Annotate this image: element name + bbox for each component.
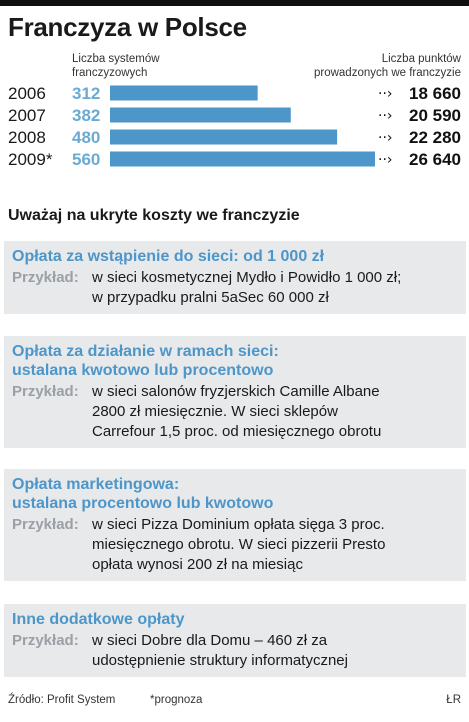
source-note: Źródło: Profit System <box>8 694 116 706</box>
cost-card: Inne dodatkowe opłaty Przykład: w sieci Do… <box>4 604 466 677</box>
units-value-label: 22 280 <box>409 128 461 147</box>
example-text: w sieci kosmetycznej Mydło i Powidło 1 0… <box>92 268 458 308</box>
chart-bar <box>110 151 375 167</box>
author-initials: ŁR <box>446 694 461 706</box>
cost-card: Opłata marketingowa: ustalana procentowo … <box>4 469 466 581</box>
example-text-line: Carrefour 1,5 proc. od miesięcznego obro… <box>92 423 382 440</box>
arrow-icon: ··› <box>378 108 393 124</box>
systems-value-label: 560 <box>72 150 100 169</box>
section-subtitle: Uważaj na ukryte koszty we franczyzie <box>8 207 300 224</box>
year-label: 2008 <box>8 128 46 147</box>
right-header-line: Liczba punktów <box>381 53 461 65</box>
card-title-line: Opłata za działanie w ramach sieci: <box>12 343 279 360</box>
example-text-line: w sieci kosmetycznej Mydło i Powidło 1 0… <box>92 269 402 286</box>
systems-value-label: 312 <box>72 84 100 103</box>
forecast-note: *prognoza <box>150 694 203 706</box>
example-text-line: miesięcznego obrotu. W sieci pizzerii Pr… <box>92 536 386 553</box>
arrow-icon: ··› <box>378 86 393 102</box>
example-text: w sieci Dobre dla Domu – 460 zł za udostę… <box>92 631 458 671</box>
example-text-line: opłata wynosi 200 zł na miesiąc <box>92 556 303 573</box>
card-title-line: Opłata za wstąpienie do sieci: od 1 000 … <box>12 248 325 265</box>
left-header-line: franczyzowych <box>72 67 148 79</box>
cost-card: Opłata za wstąpienie do sieci: od 1 000 … <box>4 241 466 314</box>
arrow-icon: ··› <box>378 130 393 146</box>
example-text-line: udostępnienie struktury informatycznej <box>92 652 348 669</box>
year-label: 2006 <box>8 84 46 103</box>
units-value-label: 20 590 <box>409 106 461 125</box>
example-text: w sieci salonów fryzjerskich Camille Alb… <box>92 382 458 442</box>
card-title-line: ustalana kwotowo lub procentowo <box>12 362 274 379</box>
card-example-row: Przykład: w sieci Dobre dla Domu – 460 zł… <box>12 631 458 671</box>
franchise-bar-chart: 2006 312 ··› 18 660 2007 382 ··› 20 590 2008 480 ·… <box>8 84 461 169</box>
arrow-icon: ··› <box>378 152 393 168</box>
card-example-row: Przykład: w sieci salonów fryzjerskich Ca… <box>12 382 458 442</box>
card-title-line: Opłata marketingowa: <box>12 476 180 493</box>
systems-value-label: 382 <box>72 106 100 125</box>
example-text-line: 2800 zł miesięcznie. W sieci sklepów <box>92 403 338 420</box>
example-label: Przykład: <box>12 632 79 649</box>
card-example-row: Przykład: w sieci kosmetycznej Mydło i Po… <box>12 268 458 308</box>
card-title-line: ustalana procentowo lub kwotowo <box>12 495 274 512</box>
example-text-line: w sieci salonów fryzjerskich Camille Alb… <box>92 383 380 400</box>
cost-card: Opłata za działanie w ramach sieci: ustal… <box>4 336 466 448</box>
chart-bar <box>110 107 291 123</box>
year-label: 2009* <box>8 150 53 169</box>
top-rule <box>0 0 469 6</box>
chart-bar <box>110 85 258 101</box>
card-example-row: Przykład: w sieci Pizza Dominium opłata s… <box>12 515 458 575</box>
systems-value-label: 480 <box>72 128 100 147</box>
example-text-line: w sieci Dobre dla Domu – 460 zł za <box>92 632 328 649</box>
left-column-header: Liczba systemów franczyzowych <box>72 52 160 80</box>
chart-bar <box>110 129 338 145</box>
units-value-label: 18 660 <box>409 84 461 103</box>
example-label: Przykład: <box>12 516 79 533</box>
right-header-line: prowadzonych we franczyzie <box>313 67 461 79</box>
example-text: w sieci Pizza Dominium opłata sięga 3 pr… <box>92 515 458 575</box>
right-column-header: Liczba punktów prowadzonych we franczyzi… <box>314 52 461 80</box>
year-label: 2007 <box>8 106 46 125</box>
units-value-label: 26 640 <box>409 150 461 169</box>
example-text-line: w przypadku pralni 5aSec 60 000 zł <box>92 289 329 306</box>
example-label: Przykład: <box>12 269 79 286</box>
left-header-line: Liczba systemów <box>72 53 160 65</box>
page-title: Franczyza w Polsce <box>8 12 247 42</box>
example-text-line: w sieci Pizza Dominium opłata sięga 3 pr… <box>92 516 385 533</box>
example-label: Przykład: <box>12 383 79 400</box>
card-title-line: Inne dodatkowe opłaty <box>12 611 185 628</box>
